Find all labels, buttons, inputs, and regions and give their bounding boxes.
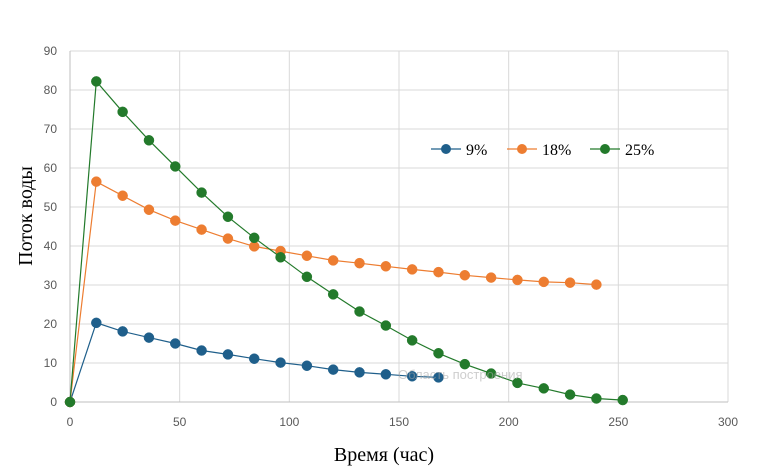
y-tick-label: 70 (44, 122, 58, 136)
data-point (117, 106, 128, 118)
series-3 (64, 76, 628, 408)
data-point (91, 176, 102, 187)
data-point (91, 317, 102, 329)
data-point (459, 270, 471, 281)
data-point (170, 161, 181, 172)
data-point (170, 338, 181, 349)
legend-label: 9% (466, 142, 487, 159)
y-tick-label: 90 (44, 44, 58, 58)
data-point (222, 211, 234, 222)
data-point (248, 232, 260, 244)
data-point (433, 266, 444, 278)
legend-item: 25% (590, 142, 654, 159)
legend-item: 9% (431, 142, 487, 159)
data-point (512, 274, 523, 286)
legend-label: 18% (542, 142, 571, 159)
y-tick-labels: 0 10 20 30 40 50 60 70 80 90 (44, 44, 58, 409)
x-tick-label: 150 (389, 415, 409, 429)
data-point (564, 389, 576, 400)
data-point (485, 368, 497, 379)
data-point (512, 377, 523, 389)
y-tick-label: 20 (44, 317, 58, 331)
data-point (617, 394, 628, 406)
data-point (64, 396, 76, 408)
data-point (301, 271, 313, 283)
data-point (354, 257, 365, 269)
legend-marker (517, 144, 527, 154)
data-point (433, 372, 444, 383)
data-point (196, 187, 207, 198)
data-point (275, 357, 286, 368)
series-layer (64, 76, 628, 408)
y-axis-title: Поток воды (15, 166, 37, 266)
data-point (301, 360, 313, 371)
series-line (69, 79, 623, 403)
data-point (170, 215, 181, 226)
x-axis-title: Время (час) (334, 444, 434, 466)
legend: 9% 18% 25% (431, 142, 654, 159)
legend-marker (441, 144, 451, 154)
data-point (354, 367, 365, 378)
x-tick-label: 200 (499, 415, 519, 429)
data-point (196, 345, 207, 356)
y-tick-label: 10 (44, 356, 58, 370)
data-point (406, 371, 418, 382)
data-point (380, 261, 392, 272)
data-point (538, 383, 550, 394)
x-tick-label: 50 (173, 415, 187, 429)
data-point (301, 250, 313, 261)
data-point (433, 348, 444, 359)
data-point (591, 393, 602, 404)
x-tick-label: 0 (67, 415, 74, 429)
data-point (380, 320, 392, 331)
x-tick-label: 100 (279, 415, 299, 429)
data-point (196, 224, 207, 235)
data-point (275, 252, 286, 263)
grid-lines (70, 50, 729, 402)
y-tick-label: 40 (44, 239, 58, 253)
data-point (143, 135, 155, 146)
series-1 (64, 317, 444, 408)
data-point (459, 358, 471, 370)
data-point (380, 369, 392, 380)
plot-area-tooltip-ghost: Область построения (398, 367, 523, 382)
data-point (117, 190, 128, 201)
data-point (117, 326, 128, 337)
data-point (538, 276, 550, 288)
data-point (354, 306, 365, 317)
data-point (248, 353, 260, 364)
y-tick-label: 0 (50, 395, 57, 409)
y-tick-label: 60 (44, 161, 58, 175)
data-point (485, 272, 497, 283)
x-tick-label: 250 (608, 415, 628, 429)
data-point (222, 349, 234, 360)
y-tick-label: 80 (44, 83, 58, 97)
data-point (91, 76, 102, 87)
y-tick-label: 50 (44, 200, 58, 214)
legend-label: 25% (625, 142, 654, 159)
x-tick-label: 300 (718, 415, 738, 429)
data-point (143, 332, 155, 343)
data-point (327, 289, 339, 300)
data-point (222, 233, 234, 244)
data-point (406, 264, 418, 275)
data-point (143, 204, 155, 215)
legend-item: 18% (507, 142, 571, 159)
x-tick-labels: 0 50 100 150 200 250 300 (67, 415, 739, 429)
y-tick-label: 30 (44, 278, 58, 292)
data-point (327, 364, 339, 375)
data-point (406, 335, 418, 346)
legend-marker (600, 144, 610, 154)
data-point (591, 279, 602, 290)
data-point (327, 255, 339, 266)
data-point (564, 277, 576, 288)
